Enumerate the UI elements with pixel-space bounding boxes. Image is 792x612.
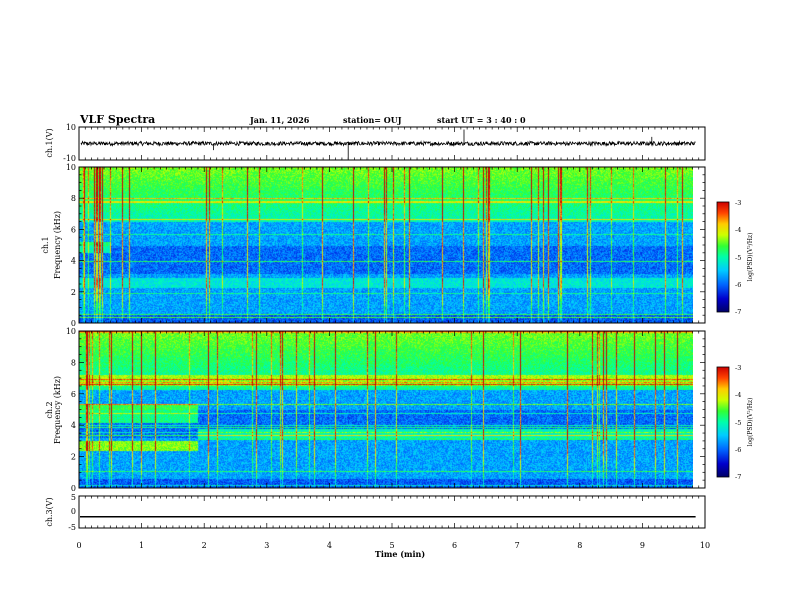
cb2-tick-m4: -4 (735, 391, 741, 399)
ch2-freq-label: Frequency (kHz) (53, 376, 62, 444)
x-tick-label: 8 (577, 541, 582, 550)
ch1-ylabel-line1: ch.1 (41, 236, 50, 253)
ch1-trace (80, 129, 696, 160)
ch1-ytick-bottom: -10 (63, 154, 76, 163)
x-tick-label: 4 (327, 541, 332, 550)
station-label: station= OUJ (343, 115, 402, 125)
start-time-label: start UT = 3 : 40 : 0 (437, 115, 526, 125)
x-tick-label: 9 (640, 541, 645, 550)
ch2-spectrogram-image (79, 331, 693, 488)
ch3-ylabel: ch.3(V) (45, 497, 54, 526)
date-label: Jan. 11, 2026 (249, 115, 310, 125)
colorbar-1: -3 -4 -5 -6 -7 log(PSD)(V²/Hz) (716, 199, 754, 316)
cb2-label: log(PSD)(V²/Hz) (747, 398, 754, 447)
y-tick-label: 0 (71, 319, 76, 328)
y-tick-label: 6 (71, 225, 76, 234)
y-tick-label: 10 (66, 163, 76, 172)
figure-title: VLF Spectra (79, 113, 155, 126)
x-axis-label: Time (min) (375, 549, 425, 559)
y-tick-label: 2 (71, 453, 76, 462)
ch1-ylabel: ch.1(V) (45, 128, 54, 157)
colorbar-2: -3 -4 -5 -6 -7 log(PSD)(V²/Hz) (716, 364, 754, 481)
x-tick-label: 6 (452, 541, 457, 550)
ch3-ytick-5: 5 (71, 493, 76, 502)
y-tick-label: 8 (71, 358, 76, 367)
cb1-tick-m6: -6 (735, 281, 741, 289)
colorbar-1-bar (716, 201, 730, 313)
x-tick-label: 5 (389, 541, 394, 550)
ch1-spectrogram-image (79, 167, 693, 323)
ch1-freq-label: Frequency (kHz) (53, 211, 62, 279)
colorbar-2-bar (716, 366, 730, 478)
ch1-waveform-panel: 10 -10 ch.1(V) (45, 123, 706, 163)
x-tick-label: 10 (700, 541, 710, 550)
x-axis: 0 1 2 3 4 5 6 7 8 9 10 (76, 127, 710, 550)
y-tick-label: 4 (71, 257, 76, 266)
cb2-tick-m7: -7 (735, 473, 741, 481)
cb1-label: log(PSD)(V²/Hz) (747, 233, 754, 282)
ch3-ytick-m5: -5 (68, 523, 76, 532)
cb1-tick-m5: -5 (735, 254, 741, 262)
ch3-waveform-panel: 5 0 -5 ch.3(V) (45, 493, 706, 532)
ch1-spectrogram-ylabel: ch.1 (41, 236, 50, 253)
y-tick-label: 2 (71, 288, 76, 297)
y-tick-label: 8 (71, 194, 76, 203)
cb2-tick-m6: -6 (735, 446, 741, 454)
y-tick-label: 0 (71, 484, 76, 493)
cb1-tick-m4: -4 (735, 226, 741, 234)
x-tick-label: 3 (264, 541, 269, 550)
ch1-spectrogram-panel: 0 2 4 6 8 10 ch.1 Frequency (kHz) (41, 163, 706, 328)
y-tick-label: 6 (71, 390, 76, 399)
x-tick-label: 0 (76, 541, 81, 550)
ch3-ytick-0: 0 (71, 507, 76, 516)
cb1-tick-m3: -3 (735, 199, 741, 207)
x-tick-label: 1 (139, 541, 144, 550)
y-tick-label: 10 (66, 327, 76, 336)
cb2-tick-m3: -3 (735, 364, 741, 372)
cb1-tick-m7: -7 (735, 308, 741, 316)
ch2-spectrogram-panel: 0 2 4 6 8 10 ch.2 Frequency (kHz) (45, 327, 706, 493)
cb2-tick-m5: -5 (735, 419, 741, 427)
x-tick-label: 7 (515, 541, 520, 550)
ch1-ytick-top: 10 (66, 123, 76, 132)
y-tick-label: 4 (71, 421, 76, 430)
x-tick-label: 2 (202, 541, 207, 550)
ch2-ylabel-line1: ch.2 (45, 401, 54, 418)
